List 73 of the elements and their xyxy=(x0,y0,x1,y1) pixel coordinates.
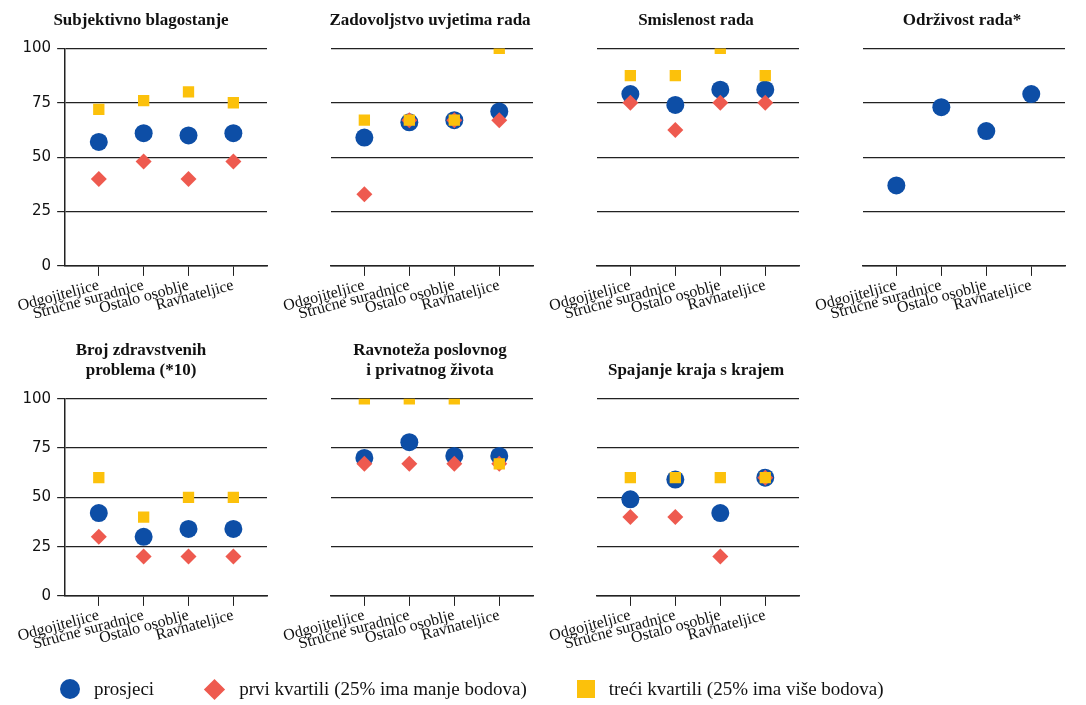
point xyxy=(356,455,373,472)
point xyxy=(400,433,419,452)
chart-title: Ravnoteža poslovnog i privatnog života xyxy=(353,339,508,379)
point xyxy=(180,548,197,565)
point xyxy=(227,97,240,109)
point xyxy=(977,122,996,141)
point xyxy=(624,69,637,82)
point xyxy=(669,69,681,82)
point xyxy=(224,124,243,143)
point xyxy=(712,548,729,565)
point xyxy=(227,491,240,504)
y-tick-label: 50 xyxy=(32,147,52,166)
chart-title: Zadovoljstvo uvjetima rada xyxy=(329,9,532,29)
point xyxy=(182,491,195,504)
legend-label: prosjeci xyxy=(94,678,155,700)
point xyxy=(1022,85,1041,104)
point xyxy=(179,126,198,145)
point xyxy=(714,471,726,484)
point xyxy=(89,504,108,523)
y-tick-label: 25 xyxy=(32,201,52,220)
y-tick-label: 75 xyxy=(32,437,52,456)
y-tick-label: 0 xyxy=(41,585,52,604)
point xyxy=(622,509,639,526)
y-tick-label: 100 xyxy=(22,38,52,57)
point xyxy=(759,69,771,82)
point xyxy=(90,528,107,545)
point xyxy=(93,103,105,115)
point xyxy=(137,94,150,107)
chart-title: Smislenost rada xyxy=(638,9,755,29)
legend-label: prvi kvartili (25% ima manje bodova) xyxy=(239,678,527,700)
point xyxy=(356,186,373,203)
point xyxy=(401,455,418,472)
y-tick-label: 50 xyxy=(32,487,52,506)
point xyxy=(137,511,150,523)
y-tick-label: 25 xyxy=(32,536,52,555)
y-tick-label: 0 xyxy=(41,255,52,274)
point xyxy=(932,98,951,117)
point xyxy=(621,490,640,509)
point xyxy=(182,86,195,98)
point xyxy=(712,94,729,111)
point xyxy=(135,153,152,170)
chart-title: Subjektivno blagostanje xyxy=(53,9,230,29)
point xyxy=(446,455,463,472)
point xyxy=(90,170,107,187)
point xyxy=(93,471,105,484)
chart-title: Spajanje kraja s krajem xyxy=(607,359,785,379)
point xyxy=(225,153,242,170)
point xyxy=(887,176,906,195)
point xyxy=(134,527,153,546)
point xyxy=(711,504,730,523)
point xyxy=(225,548,242,565)
point xyxy=(622,94,639,111)
point xyxy=(179,519,198,538)
point xyxy=(134,124,153,143)
point xyxy=(666,95,685,114)
chart-title: Održivost rada* xyxy=(902,9,1022,29)
point xyxy=(757,94,774,111)
point xyxy=(358,114,371,126)
chart-title: Broj zdravstvenih problema (*10) xyxy=(75,339,207,379)
point xyxy=(667,509,684,526)
point xyxy=(491,112,508,129)
point xyxy=(180,170,197,187)
point xyxy=(756,80,775,99)
point xyxy=(711,80,730,99)
point xyxy=(667,121,684,138)
point xyxy=(224,519,243,538)
point xyxy=(89,132,108,151)
point xyxy=(624,471,637,484)
point xyxy=(355,128,374,147)
y-tick-label: 75 xyxy=(32,92,52,111)
y-tick-label: 100 xyxy=(22,388,52,407)
legend-label: treći kvartili (25% ima više bodova) xyxy=(608,678,884,700)
point xyxy=(135,548,152,565)
